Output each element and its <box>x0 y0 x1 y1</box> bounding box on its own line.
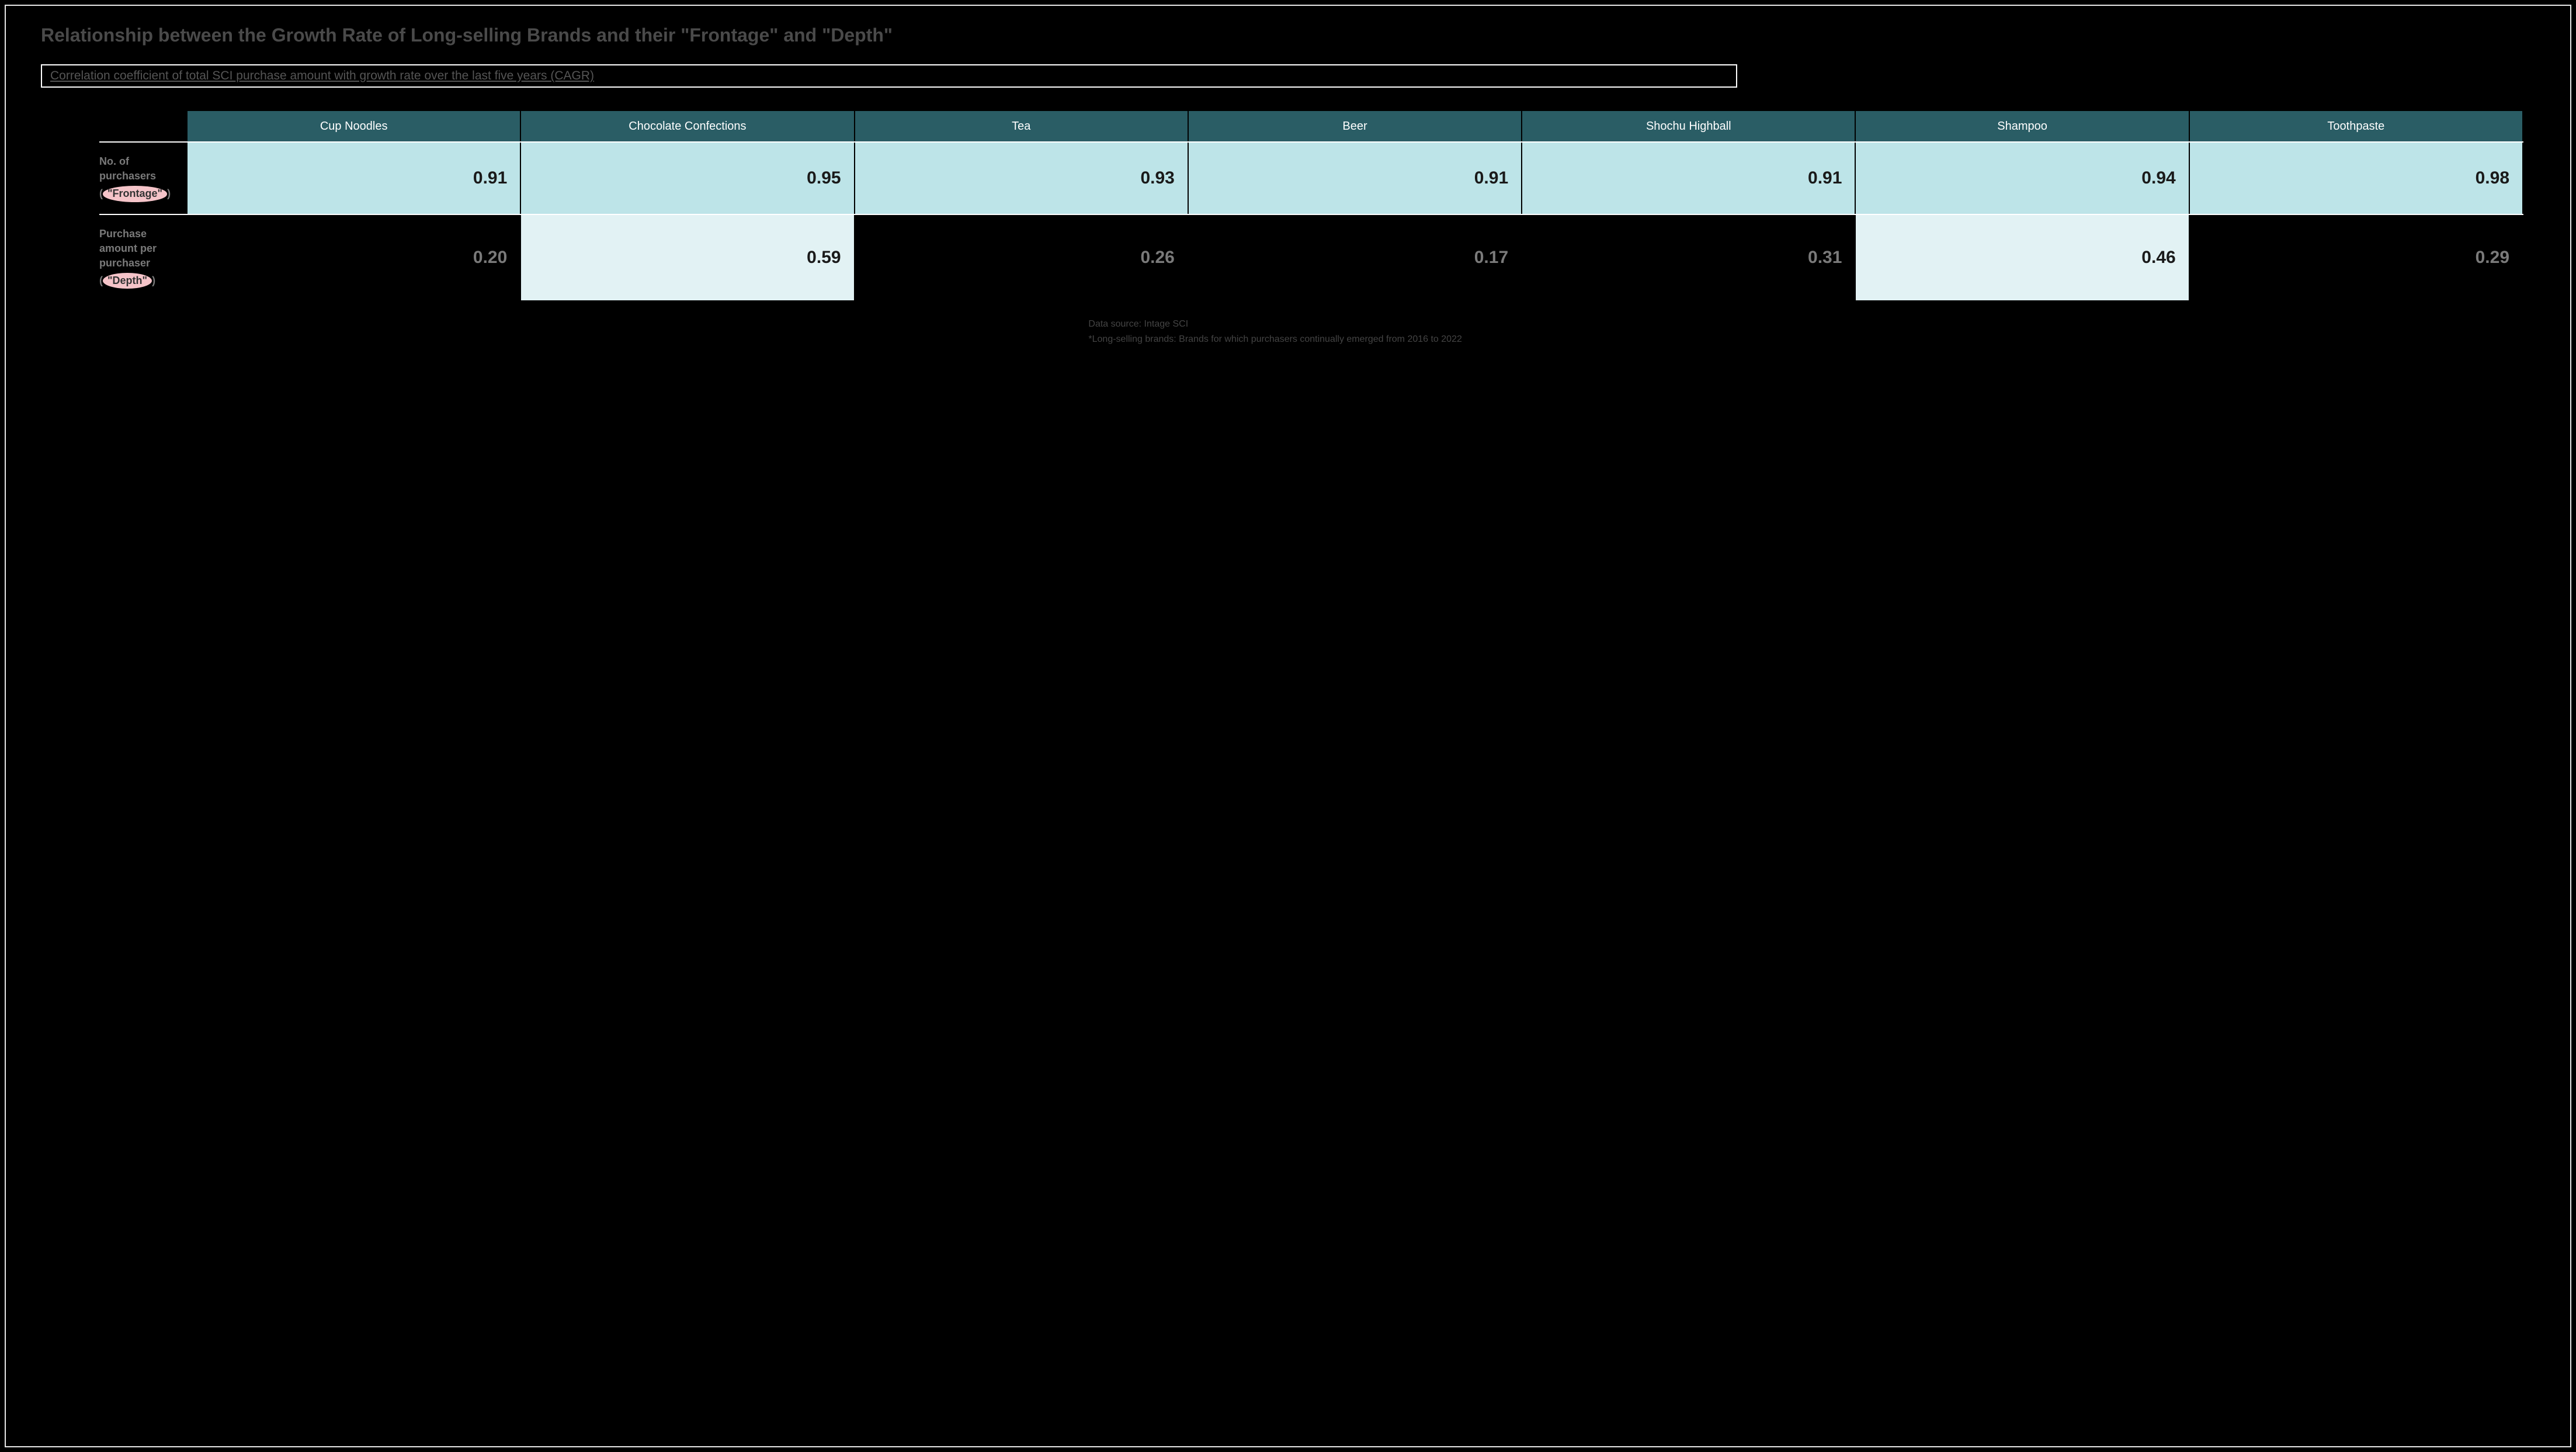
table-corner <box>99 111 187 142</box>
table-row: Purchase amount per purchaser ("Depth") 0.… <box>99 214 2523 301</box>
paren-close: ) <box>152 275 155 286</box>
correlation-table: Cup NoodlesChocolate ConfectionsTeaBeerS… <box>99 111 2523 300</box>
chart-title: Relationship between the Growth Rate of … <box>41 23 2535 47</box>
paren-close: ) <box>167 188 171 199</box>
table-cell: 0.94 <box>1855 142 2189 214</box>
row-pill: "Depth" <box>103 273 152 289</box>
table-cell: 0.31 <box>1522 214 1855 301</box>
row-label-main: Purchase amount per purchaser <box>99 227 180 271</box>
table-cell: 0.91 <box>187 142 520 214</box>
column-header: Tea <box>855 111 1188 142</box>
column-header: Shochu Highball <box>1522 111 1855 142</box>
row-label-main: No. of purchasers <box>99 154 180 183</box>
footnote-definition: *Long-selling brands: Brands for which p… <box>1088 332 2535 347</box>
footnote-source: Data source: Intage SCI <box>1088 317 2535 332</box>
table-cell: 0.91 <box>1188 142 1522 214</box>
row-pill: "Frontage" <box>103 186 167 202</box>
column-header: Chocolate Confections <box>520 111 854 142</box>
row-label: Purchase amount per purchaser ("Depth") <box>99 214 187 301</box>
table-cell: 0.91 <box>1522 142 1855 214</box>
table-cell: 0.59 <box>520 214 854 301</box>
table-cell: 0.26 <box>855 214 1188 301</box>
table-cell: 0.29 <box>2189 214 2523 301</box>
column-header: Toothpaste <box>2189 111 2523 142</box>
row-label-pill-line: ("Depth") <box>99 273 180 289</box>
subtitle-box: Correlation coefficient of total SCI pur… <box>41 64 1737 88</box>
table-header-row: Cup NoodlesChocolate ConfectionsTeaBeerS… <box>99 111 2523 142</box>
footnotes: Data source: Intage SCI *Long-selling br… <box>41 317 2535 346</box>
table-cell: 0.46 <box>1855 214 2189 301</box>
table-cell: 0.20 <box>187 214 520 301</box>
table-cell: 0.17 <box>1188 214 1522 301</box>
chart-subtitle: Correlation coefficient of total SCI pur… <box>50 69 594 82</box>
row-label-pill-line: ("Frontage") <box>99 186 180 202</box>
row-label: No. of purchasers ("Frontage") <box>99 142 187 214</box>
chart-frame: Relationship between the Growth Rate of … <box>5 5 2571 1447</box>
table-body: No. of purchasers("Frontage")0.910.950.9… <box>99 142 2523 300</box>
column-header: Shampoo <box>1855 111 2189 142</box>
table-cell: 0.95 <box>520 142 854 214</box>
column-header: Beer <box>1188 111 1522 142</box>
table-cell: 0.98 <box>2189 142 2523 214</box>
correlation-table-wrap: Cup NoodlesChocolate ConfectionsTeaBeerS… <box>99 111 2523 300</box>
column-header: Cup Noodles <box>187 111 520 142</box>
table-cell: 0.93 <box>855 142 1188 214</box>
table-row: No. of purchasers("Frontage")0.910.950.9… <box>99 142 2523 214</box>
